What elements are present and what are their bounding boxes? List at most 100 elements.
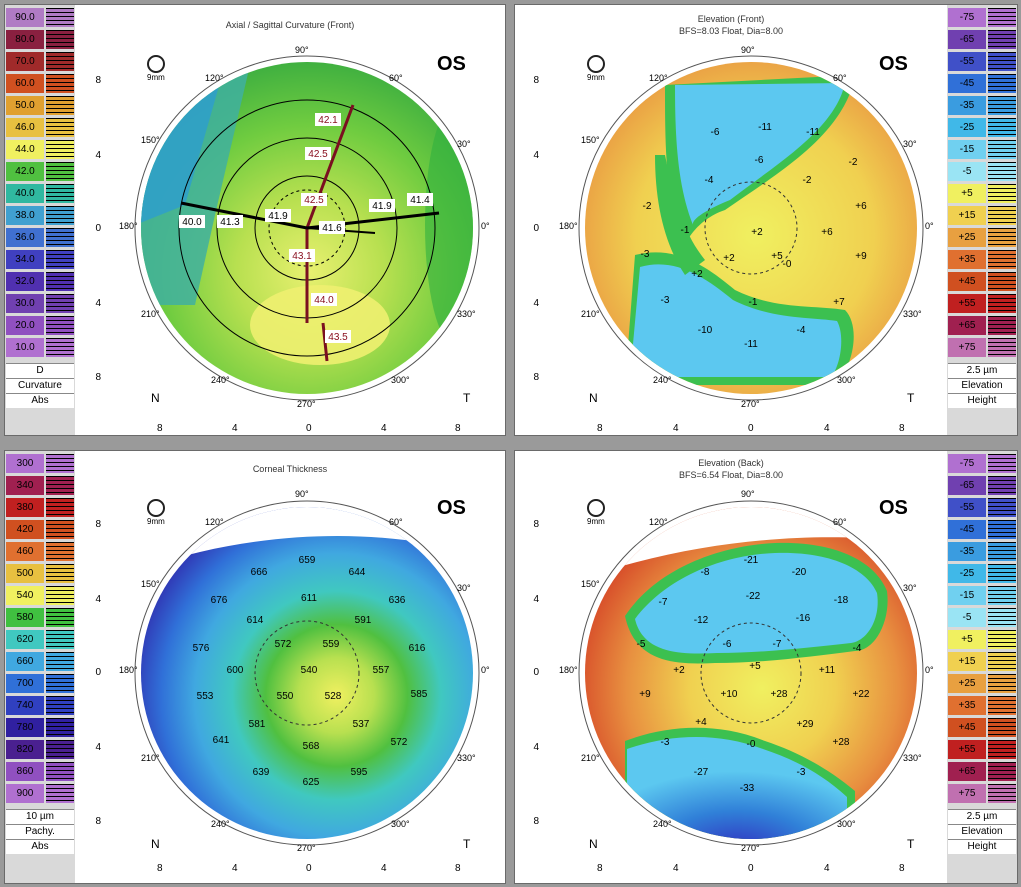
- degree-label: 150°: [141, 135, 160, 145]
- scale-swatch: -15: [948, 586, 986, 605]
- scale-ticks: [988, 674, 1016, 693]
- elevation-value: -12: [694, 615, 709, 626]
- x-tick: 4: [232, 863, 238, 874]
- scale-entry: +5: [947, 183, 1017, 204]
- elevation-value: -18: [834, 595, 849, 606]
- zoom-icon[interactable]: [587, 499, 605, 517]
- scale-ticks: [46, 338, 74, 357]
- scale-entry: +45: [947, 271, 1017, 292]
- thickness-value: 540: [301, 665, 318, 676]
- scale-ticks: [46, 118, 74, 137]
- scale-swatch: 20.0: [6, 316, 44, 335]
- scale-entry: 46.0: [5, 117, 75, 138]
- y-tick: 8: [533, 75, 539, 86]
- degree-label: 90°: [295, 45, 309, 55]
- elevation-value: -6: [711, 127, 720, 138]
- corneal-thickness-map[interactable]: 659 666 644 676 611 636 614 591 572 559 …: [75, 451, 505, 883]
- nasal-label: N: [151, 391, 160, 405]
- scale-entry: 340: [5, 475, 75, 496]
- scale-entry: 740: [5, 695, 75, 716]
- zoom-icon[interactable]: [147, 55, 165, 73]
- axial-curvature-map[interactable]: 42.1 42.5 42.5 40.0 41.3 41.9 41.6 41.9 …: [75, 5, 505, 435]
- elevation-value: -4: [797, 325, 806, 336]
- scale-ticks: [988, 294, 1016, 313]
- scale-ticks: [46, 476, 74, 495]
- elevation-value: +9: [855, 251, 867, 262]
- zoom-icon[interactable]: [147, 499, 165, 517]
- scale-ticks: [988, 542, 1016, 561]
- axial-value: 43.1: [292, 251, 312, 262]
- degree-label: 180°: [119, 221, 138, 231]
- scale-entry: +45: [947, 717, 1017, 738]
- zoom-label: 9mm: [587, 517, 605, 526]
- eye-label: OS: [437, 497, 466, 519]
- degree-label: 210°: [581, 309, 600, 319]
- scale-entry: 30.0: [5, 293, 75, 314]
- scale-footer-label[interactable]: D: [6, 363, 74, 378]
- elevation-value: -20: [792, 567, 807, 578]
- thickness-value: 537: [353, 719, 370, 730]
- scale-swatch: 540: [6, 586, 44, 605]
- scale-footer-label: Height: [948, 839, 1016, 854]
- scale-ticks: [988, 652, 1016, 671]
- y-tick: 4: [533, 298, 539, 309]
- y-tick: 8: [95, 372, 101, 383]
- elevation-value: +2: [751, 227, 763, 238]
- scale-swatch: -35: [948, 542, 986, 561]
- elevation-back-map[interactable]: -21 -20 -8 -22 -18 -7 -12 -16 -5 -6 -7 -…: [515, 451, 947, 883]
- scale-footer-label: Abs: [6, 839, 74, 854]
- elevation-front-subtitle: BFS=8.03 Float, Dia=8.00: [678, 26, 784, 36]
- scale-entry: +75: [947, 783, 1017, 804]
- elevation-value: -0: [783, 259, 792, 270]
- scale-swatch: 460: [6, 542, 44, 561]
- degree-label: 180°: [559, 221, 578, 231]
- temporal-label: T: [463, 391, 471, 405]
- y-tick: 0: [95, 223, 101, 234]
- degree-label: 240°: [653, 819, 672, 829]
- scale-ticks: [988, 586, 1016, 605]
- scale-entry: -25: [947, 117, 1017, 138]
- x-tick: 0: [306, 423, 312, 434]
- elevation-value: -1: [749, 297, 758, 308]
- elevation-value: -11: [758, 122, 772, 133]
- scale-entry: 820: [5, 739, 75, 760]
- elevation-value: -33: [740, 783, 755, 794]
- scale-ticks: [46, 250, 74, 269]
- scale-entry: -65: [947, 29, 1017, 50]
- elevation-back-title: Elevation (Back): [698, 458, 764, 468]
- pachymetry-color-scale: 300 340 380 420 460 500 540 580 620 660 700 740 780 8…: [5, 451, 75, 883]
- scale-swatch: 44.0: [6, 140, 44, 159]
- scale-entry: 500: [5, 563, 75, 584]
- scale-swatch: +45: [948, 272, 986, 291]
- elevation-value: +28: [771, 689, 788, 700]
- scale-entry: 38.0: [5, 205, 75, 226]
- thickness-value: 572: [391, 737, 408, 748]
- scale-footer-label[interactable]: 2.5 µm: [948, 809, 1016, 824]
- thickness-value: 659: [299, 555, 316, 566]
- zoom-icon[interactable]: [587, 55, 605, 73]
- x-tick: 4: [673, 423, 679, 434]
- elevation-value: -3: [661, 737, 670, 748]
- scale-swatch: +65: [948, 316, 986, 335]
- scale-footer-label[interactable]: 10 µm: [6, 809, 74, 824]
- scale-entry: +5: [947, 629, 1017, 650]
- degree-label: 90°: [295, 489, 309, 499]
- degree-label: 90°: [741, 489, 755, 499]
- degree-label: 270°: [741, 843, 760, 853]
- scale-footer-label: Height: [948, 393, 1016, 408]
- scale-entry: 42.0: [5, 161, 75, 182]
- scale-entry: 40.0: [5, 183, 75, 204]
- scale-footer-label[interactable]: 2.5 µm: [948, 363, 1016, 378]
- degree-label: 150°: [141, 579, 160, 589]
- elevation-value: -7: [773, 639, 782, 650]
- scale-ticks: [46, 294, 74, 313]
- elevation-back-subtitle: BFS=6.54 Float, Dia=8.00: [678, 470, 784, 480]
- scale-footer-label: Pachy.: [6, 824, 74, 839]
- elevation-color-scale: -75 -65 -55 -45 -35 -25 -15 -5 +5 +15 +25 +35 +45 +55…: [947, 451, 1017, 883]
- elevation-front-map[interactable]: -11 -11 -6 -6 -4 -2 -2 -2 +6 +2 +6 -1 -3…: [515, 5, 947, 435]
- scale-ticks: [988, 520, 1016, 539]
- axial-value: 42.1: [318, 115, 338, 126]
- scale-ticks: [988, 316, 1016, 335]
- axial-value: 42.5: [308, 149, 328, 160]
- nasal-label: N: [589, 837, 598, 851]
